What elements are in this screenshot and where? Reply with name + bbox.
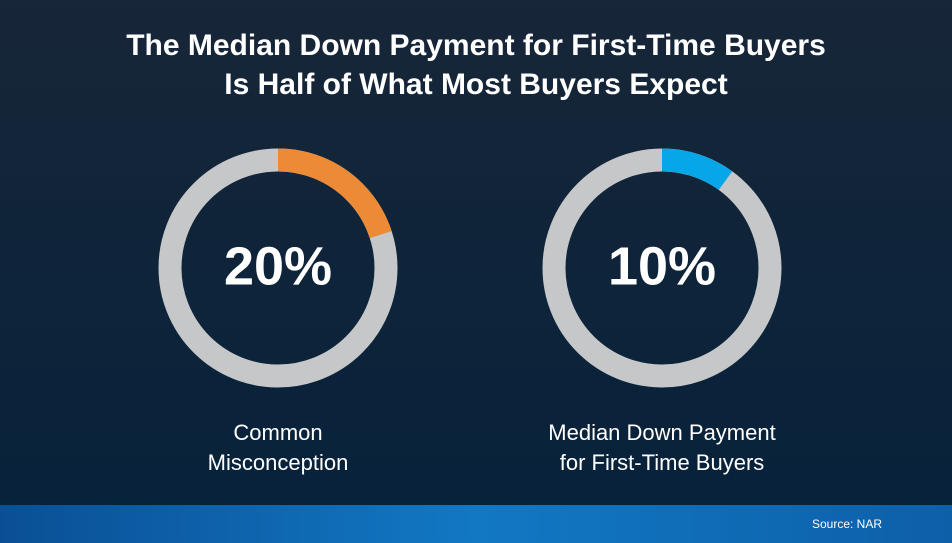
center-value: 20% [224, 236, 332, 296]
center-value: 10% [608, 236, 716, 296]
donut-label: Common [233, 420, 322, 445]
donut-label: for First-Time Buyers [560, 450, 765, 475]
donut-segment [661, 148, 733, 191]
donut-label: Misconception [208, 450, 349, 475]
footer-band [0, 505, 952, 543]
donut-label: Median Down Payment [548, 420, 775, 445]
title-line: The Median Down Payment for First-Time B… [126, 29, 826, 62]
donut-segment [277, 148, 392, 239]
title-line: Is Half of What Most Buyers Expect [224, 68, 727, 101]
source: Source: NAR [812, 517, 882, 531]
